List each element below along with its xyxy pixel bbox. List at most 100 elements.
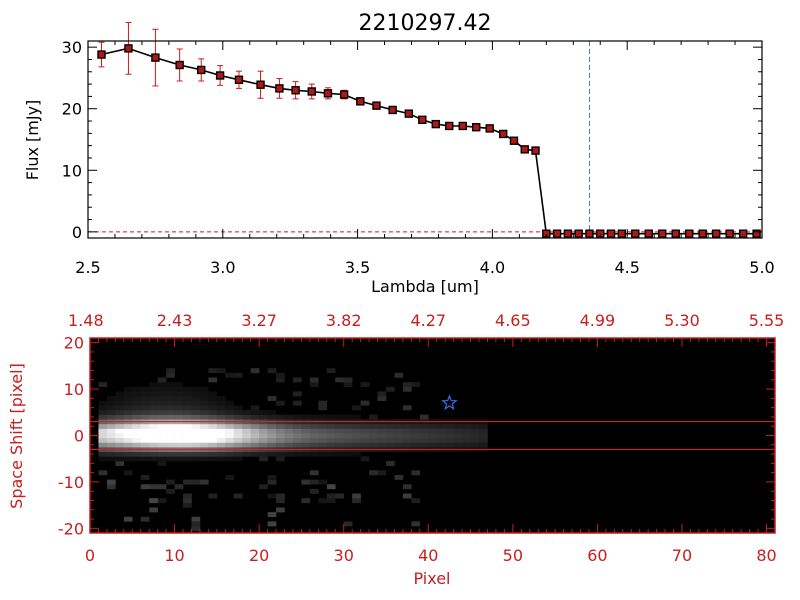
image-pixel — [385, 423, 395, 429]
image-pixel — [123, 386, 133, 392]
image-pixel — [98, 405, 108, 411]
image-pixel — [149, 433, 158, 439]
image-pixel — [123, 414, 133, 420]
image-pixel — [225, 428, 235, 434]
image-pixel — [208, 396, 218, 401]
noise-pixel — [123, 516, 133, 522]
image-pixel — [284, 423, 294, 429]
image-pixel — [479, 433, 488, 439]
image-pixel — [98, 470, 108, 476]
image-pixel — [259, 423, 268, 429]
image-pixel — [132, 396, 142, 401]
image-pixel — [377, 470, 387, 476]
image-pixel — [174, 382, 184, 388]
noise-pixel — [402, 484, 412, 490]
data-point — [418, 115, 427, 125]
image-overlays — [90, 394, 775, 451]
image-pixel — [259, 437, 268, 443]
data-point — [711, 229, 721, 238]
image-pixel — [115, 442, 125, 448]
image-pixel — [191, 405, 201, 411]
image-pixel — [157, 391, 167, 397]
spectral-image-panel: 0 10 20 30 40 50 60 70 80 -20 -10 0 10 20 1.48 2.43 3.27… — [7, 311, 784, 588]
image-pixel — [301, 428, 311, 434]
image-pixel — [123, 396, 133, 401]
image-pixel — [343, 433, 353, 439]
image-pixel — [166, 442, 175, 448]
noise-pixel — [157, 484, 167, 490]
image-pixel — [225, 437, 235, 443]
flux-plot-area — [88, 22, 762, 238]
image-pixel — [377, 423, 387, 429]
image-pixel — [199, 409, 209, 415]
image-pixel — [259, 409, 268, 415]
image-pixel — [335, 428, 345, 434]
image-pixel — [106, 442, 116, 448]
image-pixel — [419, 428, 429, 434]
image-pixel — [352, 423, 361, 429]
image-pixel — [115, 414, 125, 420]
image-pixel — [157, 386, 167, 392]
x-tick-label: 4.0 — [480, 258, 505, 277]
pixel-tick-label: 10 — [164, 546, 184, 565]
image-pixel — [276, 423, 285, 429]
image-pixel — [233, 372, 243, 378]
noise-pixel — [394, 474, 404, 480]
image-pixel — [157, 437, 167, 443]
image-pixel — [318, 479, 328, 485]
flux-series-line — [101, 47, 757, 235]
image-pixel — [292, 437, 302, 443]
image-pixel — [174, 456, 184, 462]
image-pixel — [183, 414, 192, 420]
image-pixel — [208, 391, 218, 397]
noise-pixel — [326, 493, 336, 499]
image-pixel — [369, 433, 378, 439]
image-pixel — [174, 396, 184, 401]
star-icon — [441, 394, 458, 411]
image-pixel — [259, 456, 268, 462]
image-pixel — [166, 433, 175, 439]
noise-pixel — [402, 493, 412, 499]
image-pixel — [335, 433, 345, 439]
image-pixel — [250, 368, 260, 374]
image-pixel — [149, 423, 158, 429]
image-pixel — [309, 423, 319, 429]
image-pixel — [470, 437, 480, 443]
image-pixel — [276, 493, 285, 499]
image-pixel — [132, 391, 142, 397]
image-pixel — [233, 405, 243, 411]
noise-pixel — [140, 516, 150, 522]
noise-pixel — [140, 484, 150, 490]
shift-tick-label: 0 — [74, 427, 84, 446]
image-pixel — [208, 368, 218, 374]
image-pixel — [326, 428, 336, 434]
image-pixel — [250, 428, 260, 434]
image-pixel — [183, 437, 192, 443]
image-pixel — [149, 437, 158, 443]
image-pixel — [259, 451, 268, 457]
image-pixel — [166, 488, 175, 494]
image-pixel — [284, 451, 294, 457]
image-pixel — [140, 396, 150, 401]
image-pixel — [216, 442, 226, 448]
image-pixel — [123, 442, 133, 448]
image-pixel — [106, 414, 116, 420]
image-pixel — [352, 437, 361, 443]
image-pixel — [326, 442, 336, 448]
shift-tick-label: 20 — [64, 334, 84, 353]
image-pixel — [301, 479, 311, 485]
image-pixel — [242, 423, 251, 429]
image-pixel — [106, 456, 116, 462]
image-pixel — [174, 428, 184, 434]
image-pixel — [318, 437, 328, 443]
image-pixel — [183, 428, 192, 434]
image-pixel — [115, 423, 125, 429]
image-pixel — [199, 423, 209, 429]
y-axis-label: Flux [mJy] — [23, 100, 42, 181]
data-point — [520, 145, 529, 154]
image-pixel — [225, 423, 235, 429]
image-pixel — [183, 409, 192, 415]
image-pixel — [352, 451, 361, 457]
image-pixel — [123, 428, 133, 434]
image-pixel — [292, 451, 302, 457]
